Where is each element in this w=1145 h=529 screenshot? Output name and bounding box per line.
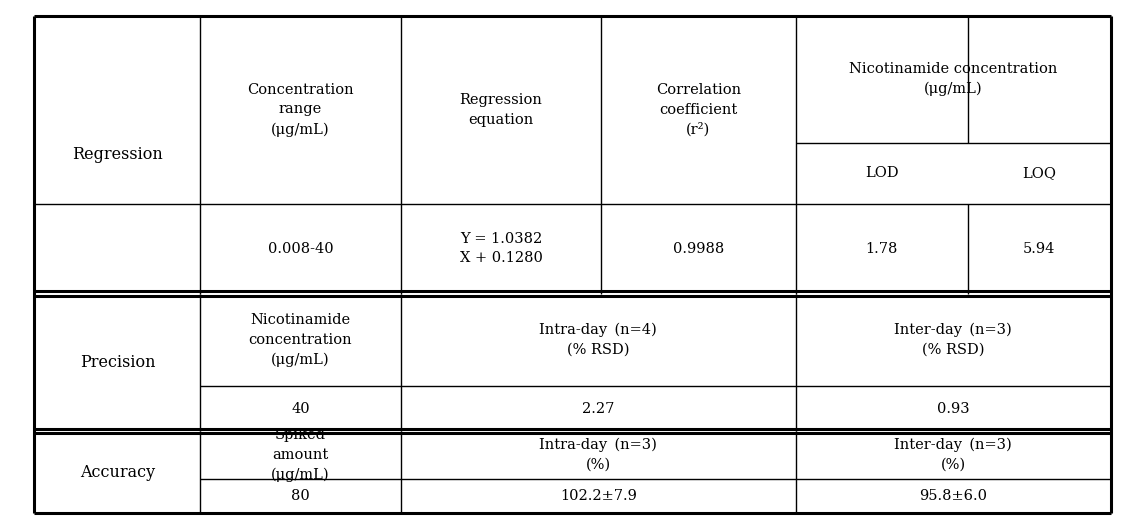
Text: 102.2±7.9: 102.2±7.9 bbox=[560, 489, 637, 503]
Text: 95.8±6.0: 95.8±6.0 bbox=[919, 489, 987, 503]
Text: Precision: Precision bbox=[80, 354, 155, 371]
Text: Accuracy: Accuracy bbox=[80, 463, 155, 481]
Text: Regression: Regression bbox=[72, 146, 163, 163]
Text: 1.78: 1.78 bbox=[866, 242, 898, 256]
Text: Spiked
amount
(μg/mL): Spiked amount (μg/mL) bbox=[271, 428, 330, 482]
Text: 0.008-40: 0.008-40 bbox=[268, 242, 333, 256]
Text: Inter-day (n=3)
(% RSD): Inter-day (n=3) (% RSD) bbox=[894, 323, 1012, 357]
Text: Intra-day (n=3)
(%): Intra-day (n=3) (%) bbox=[539, 438, 657, 472]
Text: 80: 80 bbox=[291, 489, 310, 503]
Text: 5.94: 5.94 bbox=[1022, 242, 1056, 256]
Text: 40: 40 bbox=[291, 402, 310, 416]
Text: 0.9988: 0.9988 bbox=[673, 242, 724, 256]
Text: Nicotinamide concentration
(μg/mL): Nicotinamide concentration (μg/mL) bbox=[850, 62, 1057, 96]
Text: Intra-day (n=4)
(% RSD): Intra-day (n=4) (% RSD) bbox=[539, 323, 657, 357]
Text: LOD: LOD bbox=[864, 166, 899, 180]
Text: LOQ: LOQ bbox=[1022, 166, 1056, 180]
Text: Nicotinamide
concentration
(μg/mL): Nicotinamide concentration (μg/mL) bbox=[248, 313, 353, 367]
Text: Y = 1.0382
X + 0.1280: Y = 1.0382 X + 0.1280 bbox=[459, 232, 543, 266]
Text: Concentration
range
(μg/mL): Concentration range (μg/mL) bbox=[247, 83, 354, 136]
Text: 0.93: 0.93 bbox=[937, 402, 970, 416]
Text: Inter-day (n=3)
(%): Inter-day (n=3) (%) bbox=[894, 438, 1012, 472]
Text: Correlation
coefficient
(r²): Correlation coefficient (r²) bbox=[656, 83, 741, 136]
Text: 2.27: 2.27 bbox=[582, 402, 615, 416]
Text: Regression
equation: Regression equation bbox=[459, 93, 543, 126]
